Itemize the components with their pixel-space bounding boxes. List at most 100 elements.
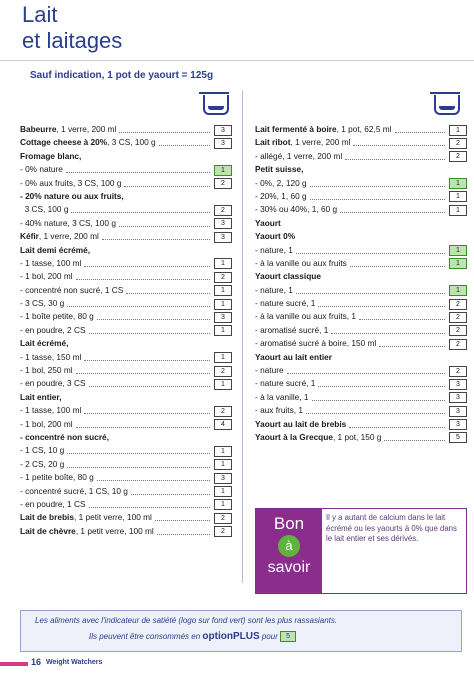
food-row: Lait entier, [20, 391, 232, 404]
food-label: - 1 boîte petite, 80 g [20, 311, 94, 322]
points-box: 2 [449, 298, 467, 310]
food-row: - concentré non sucré, [20, 431, 232, 444]
food-row: - à la vanille ou aux fruits, 1 2 [255, 310, 467, 323]
food-label: Yaourt [255, 217, 281, 228]
leader-dots [67, 306, 210, 308]
food-row: - concentré sucré, 1 CS, 10 g 1 [20, 485, 232, 498]
points-box: 3 [214, 231, 232, 243]
leader-dots [118, 225, 210, 227]
food-label: - en poudre, 2 CS [20, 324, 86, 335]
leader-dots [309, 185, 445, 187]
yogurt-cup-icon [199, 92, 229, 115]
food-label: - aromatisé sucré, 1 [255, 324, 329, 335]
points-box: 2 [214, 271, 232, 283]
food-row: Yaourt à la Grecque, 1 pot, 150 g 5 [255, 431, 467, 444]
points-box: 2 [449, 137, 467, 149]
leader-dots [88, 506, 210, 508]
food-row: - à la vanille ou aux fruits 1 [255, 257, 467, 270]
points-box: 1 [214, 378, 232, 390]
leader-dots [154, 520, 210, 522]
food-row: 3 CS, 100 g 2 [20, 203, 232, 216]
option-plus-label: optionPLUS [202, 631, 260, 642]
food-label: Lait demi écrémé, [20, 244, 91, 255]
points-box: 4 [214, 419, 232, 431]
leader-dots [84, 265, 210, 267]
satiety-points-box: 1 [449, 285, 467, 297]
points-box: 3 [449, 405, 467, 417]
leader-dots [67, 466, 210, 468]
yogurt-cup-icon [430, 92, 460, 115]
food-label: Lait de chèvre, 1 petit verre, 100 ml [20, 525, 154, 536]
food-label: - 20%, 1, 60 g [255, 190, 307, 201]
food-label: - aux fruits, 1 [255, 405, 303, 416]
satiety-note: Les aliments avec l'indicateur de satiét… [20, 610, 462, 652]
leader-dots [349, 426, 445, 428]
leader-dots [295, 292, 445, 294]
footer-bar [0, 662, 28, 666]
food-label: - allégé, 1 verre, 200 ml [255, 150, 343, 161]
right-column: Lait fermenté à boire, 1 pot, 62,5 ml 1 La… [255, 123, 467, 444]
leader-dots [305, 413, 445, 415]
leader-dots [349, 265, 445, 267]
food-row: Lait de chèvre, 1 petit verre, 100 ml 2 [20, 525, 232, 538]
food-label: - 1 petite boîte, 80 g [20, 472, 94, 483]
food-label: Lait de brebis, 1 petit verre, 100 ml [20, 512, 152, 523]
points-box: 2 [214, 365, 232, 377]
satiety-points-box: 1 [449, 178, 467, 190]
points-box: 2 [449, 311, 467, 323]
leader-dots [331, 332, 445, 334]
satiety-line1: Les aliments avec l'indicateur de satiét… [35, 616, 338, 625]
satiety-points-box: 1 [449, 245, 467, 257]
food-row: - 1 tasse, 100 ml 2 [20, 404, 232, 417]
page-number: 16 [31, 657, 42, 667]
food-row: - aromatisé sucré, 1 2 [255, 324, 467, 337]
food-label: - aromatisé sucré à boire, 150 ml [255, 338, 377, 349]
leader-dots [75, 426, 210, 428]
food-row: - 2 CS, 20 g 1 [20, 458, 232, 471]
leader-dots [359, 319, 445, 321]
bon-savoir-text: Il y a autant de calcium dans le lait éc… [326, 513, 457, 543]
leader-dots [75, 279, 210, 281]
food-row: - 3 CS, 30 g 1 [20, 297, 232, 310]
food-label: - à la vanille, 1 [255, 391, 309, 402]
food-label: - nature, 1 [255, 284, 293, 295]
food-label: - nature sucré, 1 [255, 378, 316, 389]
food-row: - nature, 1 1 [255, 284, 467, 297]
points-box: 2 [214, 204, 232, 216]
points-box: 5 [280, 631, 297, 643]
food-row: - nature 2 [255, 364, 467, 377]
leader-dots [84, 413, 210, 415]
food-row: - 1 bol, 200 ml 4 [20, 418, 232, 431]
food-row: Lait de brebis, 1 petit verre, 100 ml 2 [20, 511, 232, 524]
food-label: - 1 bol, 250 ml [20, 365, 73, 376]
points-box: 1 [214, 325, 232, 337]
food-row: - 1 petite boîte, 80 g 3 [20, 471, 232, 484]
food-label: Petit suisse, [255, 164, 304, 175]
title-line1: Lait [22, 2, 58, 27]
savoir-word: savoir [267, 559, 311, 576]
bon-savoir-box: Bon à savoir Il y a autant de calcium da… [255, 508, 467, 594]
food-label: - 1 tasse, 100 ml [20, 257, 82, 268]
header-divider [0, 60, 474, 61]
leader-dots [340, 212, 445, 214]
food-label: - 1 bol, 200 ml [20, 271, 73, 282]
food-row: - 1 bol, 200 ml 2 [20, 270, 232, 283]
food-row: - aromatisé sucré à boire, 150 ml 2 [255, 337, 467, 350]
leader-dots [345, 158, 445, 160]
food-label: - 20% nature ou aux fruits, [20, 190, 124, 201]
points-box: 1 [214, 499, 232, 511]
food-label: - concentré non sucré, [20, 431, 109, 442]
satiety-line2: Ils peuvent être consommés en optionPLUS… [89, 631, 297, 643]
bon-savoir-badge: Bon à savoir [256, 509, 322, 593]
food-row: - 0% aux fruits, 3 CS, 100 g 2 [20, 177, 232, 190]
leader-dots [318, 306, 445, 308]
leader-dots [295, 252, 445, 254]
leader-dots [88, 332, 210, 334]
points-box: 3 [214, 472, 232, 484]
food-label: - 30% ou 40%, 1, 60 g [255, 204, 338, 215]
food-label: - à la vanille ou aux fruits, 1 [255, 311, 356, 322]
points-box: 1 [214, 258, 232, 270]
food-label: 3 CS, 100 g [20, 204, 69, 215]
points-box: 2 [214, 526, 232, 538]
food-row: - concentré non sucré, 1 CS 1 [20, 284, 232, 297]
